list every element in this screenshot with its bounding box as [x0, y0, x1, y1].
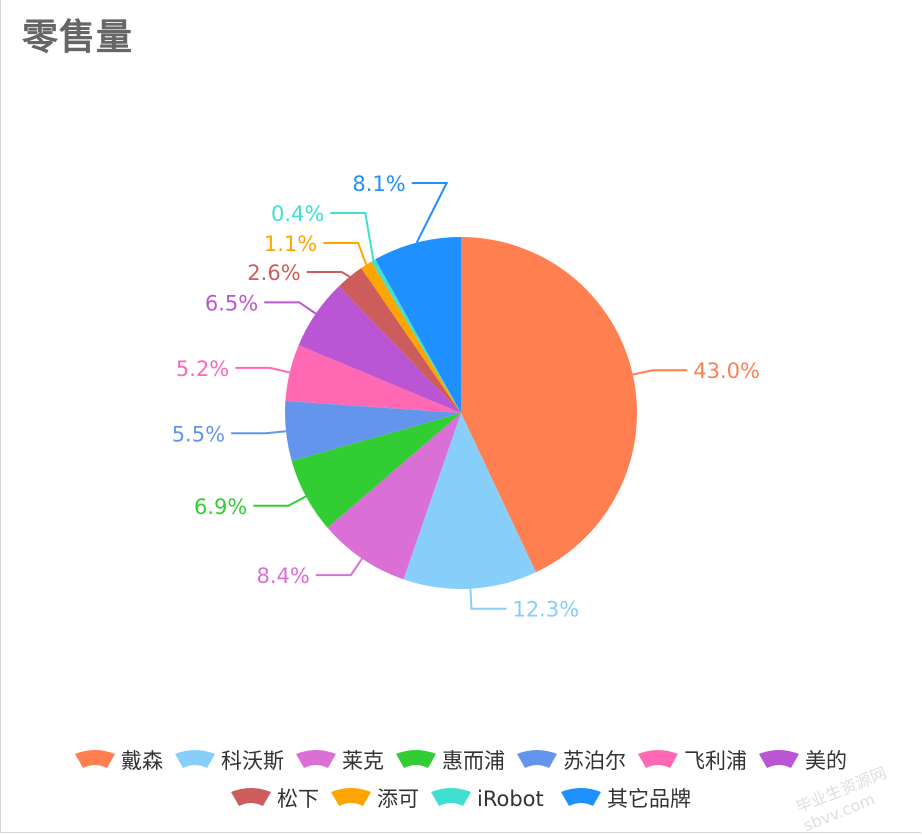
- leader-line-科沃斯: [469, 588, 507, 610]
- legend-item-惠而浦[interactable]: 惠而浦: [396, 749, 505, 773]
- leader-line-irobot: [330, 212, 375, 261]
- pie-slice-苏泊尔[interactable]: [285, 400, 461, 462]
- legend-item-美的[interactable]: 美的: [759, 749, 847, 773]
- pie-slice-添可[interactable]: [361, 261, 461, 413]
- pie-slice-其它品牌[interactable]: [375, 237, 461, 413]
- legend-item-松下[interactable]: 松下: [231, 787, 319, 811]
- leader-line-美的: [264, 301, 317, 315]
- slice-label-其它品牌: 8.1%: [352, 172, 405, 196]
- legend-swatch-惠而浦: [396, 750, 436, 768]
- legend-swatch-松下: [231, 788, 271, 806]
- leader-line-添可: [323, 242, 368, 266]
- leader-line-苏泊尔: [231, 430, 287, 435]
- slice-labels: 43.0% 12.3% 8.4% 6.9% 5.5% 5.2% 6.5% 2.6% 1.1% 0.…: [172, 172, 760, 622]
- slice-label-飞利浦: 5.2%: [176, 357, 229, 381]
- legend-item-戴森[interactable]: 戴森: [75, 749, 163, 773]
- slice-label-松下: 2.6%: [247, 261, 300, 285]
- legend-swatch-科沃斯: [175, 750, 215, 768]
- legend-label-科沃斯: 科沃斯: [221, 749, 284, 773]
- legend-swatch-美的: [759, 750, 799, 768]
- slice-label-莱克: 8.4%: [256, 564, 309, 588]
- legend-item-飞利浦[interactable]: 飞利浦: [638, 749, 747, 773]
- legend-swatch-添可: [331, 788, 371, 806]
- pie-slice-irobot[interactable]: [371, 259, 461, 413]
- legend-swatch-莱克: [296, 750, 336, 768]
- legend-swatch-戴森: [75, 750, 115, 768]
- legend-label-戴森: 戴森: [121, 749, 163, 773]
- legend-label-松下: 松下: [277, 787, 319, 811]
- pie-slice-惠而浦[interactable]: [291, 413, 461, 528]
- leader-line-莱克: [315, 558, 363, 577]
- pie-slice-美的[interactable]: [298, 286, 461, 413]
- legend-item-其它品牌[interactable]: 其它品牌: [561, 787, 691, 811]
- legend-label-irobot: iRobot: [477, 787, 544, 811]
- legend-label-莱克: 莱克: [342, 749, 384, 773]
- legend-label-其它品牌: 其它品牌: [607, 787, 691, 811]
- legend-label-飞利浦: 飞利浦: [684, 749, 747, 773]
- legend-label-惠而浦: 惠而浦: [442, 749, 505, 773]
- legend-label-苏泊尔: 苏泊尔: [563, 749, 626, 773]
- slice-label-添可: 1.1%: [264, 232, 317, 256]
- legend-swatch-其它品牌: [561, 788, 601, 806]
- leader-line-其它品牌: [411, 182, 449, 244]
- legend-item-苏泊尔[interactable]: 苏泊尔: [517, 749, 626, 773]
- pie-slice-科沃斯[interactable]: [403, 413, 536, 590]
- slice-label-戴森: 43.0%: [693, 359, 760, 383]
- leader-line-戴森: [632, 369, 688, 376]
- leader-line-惠而浦: [253, 495, 307, 507]
- pie-slice-飞利浦[interactable]: [285, 345, 461, 413]
- pie-slices: [285, 237, 637, 590]
- legend-label-添可: 添可: [377, 787, 419, 811]
- leader-line-松下: [306, 271, 351, 278]
- pie-slice-松下[interactable]: [338, 268, 461, 413]
- chart-title: 零售量: [22, 17, 134, 58]
- legend-swatch-irobot: [431, 788, 471, 806]
- legend-swatch-飞利浦: [638, 750, 678, 768]
- legend-item-添可[interactable]: 添可: [331, 787, 419, 811]
- pie-slice-莱克[interactable]: [327, 413, 461, 580]
- leader-line-飞利浦: [235, 366, 290, 374]
- slice-label-苏泊尔: 5.5%: [172, 422, 225, 446]
- slice-label-irobot: 0.4%: [271, 202, 324, 226]
- pie-slice-戴森[interactable]: [461, 237, 637, 573]
- slice-label-科沃斯: 12.3%: [512, 598, 579, 622]
- legend-item-irobot[interactable]: iRobot: [431, 787, 544, 811]
- legend-label-美的: 美的: [805, 749, 847, 773]
- legend-item-莱克[interactable]: 莱克: [296, 749, 384, 773]
- legend-item-科沃斯[interactable]: 科沃斯: [175, 749, 284, 773]
- slice-label-惠而浦: 6.9%: [194, 495, 247, 519]
- slice-label-美的: 6.5%: [205, 291, 258, 315]
- legend-swatch-苏泊尔: [517, 750, 557, 768]
